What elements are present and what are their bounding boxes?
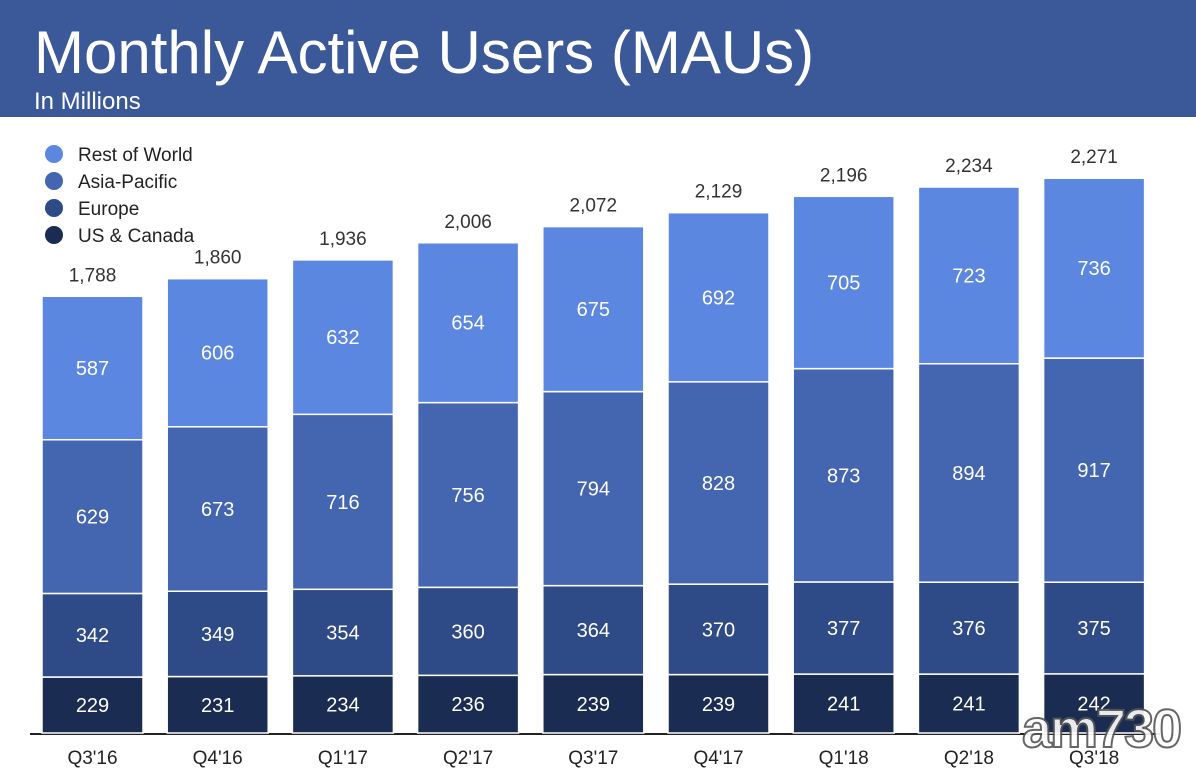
- bar-total-label: 2,271: [1070, 147, 1118, 168]
- x-tick-label: Q4'17: [693, 748, 743, 769]
- legend-label: US & Canada: [78, 226, 195, 247]
- bar-segment: [792, 673, 895, 734]
- segment-value-label: 632: [326, 327, 359, 349]
- bar-total-label: 2,234: [945, 156, 993, 177]
- legend-marker: [45, 199, 63, 217]
- segment-value-label: 241: [827, 694, 860, 716]
- bar-segment: [416, 674, 520, 734]
- segment-value-label: 675: [577, 299, 610, 321]
- watermark-text: am730: [1021, 699, 1183, 759]
- legend-label: Europe: [78, 199, 139, 220]
- bar-segment: [542, 225, 645, 393]
- bar-segment: [1042, 177, 1146, 359]
- segment-value-label: 828: [702, 473, 735, 495]
- segment-value-label: 239: [702, 694, 735, 716]
- bar-segment: [917, 362, 1021, 583]
- legend-label: Asia-Pacific: [78, 172, 177, 193]
- header-banner: Monthly Active Users (MAUs) In Millions: [0, 0, 1196, 117]
- bar-total-label: 2,129: [695, 182, 743, 203]
- bar-segment: [41, 592, 144, 678]
- bar-segment: [166, 590, 269, 678]
- segment-value-label: 242: [1077, 693, 1110, 715]
- segment-value-label: 705: [827, 272, 860, 294]
- legend-marker: [45, 145, 63, 163]
- bar-segment: [166, 675, 269, 734]
- segment-value-label: 587: [76, 358, 109, 380]
- watermark-logo: am730: [1021, 699, 1183, 759]
- page-title: Monthly Active Users (MAUs): [34, 19, 815, 86]
- segment-value-label: 794: [577, 479, 610, 501]
- segment-value-label: 736: [1077, 258, 1110, 280]
- segment-value-label: 236: [451, 694, 484, 716]
- segment-value-label: 673: [201, 499, 234, 521]
- segment-value-label: 229: [76, 695, 109, 717]
- bar-total-label: 2,196: [820, 165, 868, 186]
- segment-value-label: 375: [1077, 618, 1110, 640]
- bar-segment: [667, 211, 770, 383]
- bar-segment: [917, 581, 1021, 675]
- bar-segment: [792, 581, 895, 675]
- bar-total-label: 1,860: [194, 248, 242, 269]
- bar-segment: [291, 588, 395, 677]
- x-tick-label: Q2'17: [443, 748, 493, 769]
- segment-value-label: 654: [451, 313, 484, 335]
- segment-value-label: 239: [577, 694, 610, 716]
- segment-value-label: 723: [952, 265, 985, 287]
- bar-segment: [792, 195, 895, 370]
- bar-total-label: 1,936: [319, 229, 367, 250]
- segment-value-label: 873: [827, 465, 860, 487]
- bar-segment: [291, 413, 395, 591]
- segment-value-label: 716: [326, 492, 359, 514]
- segment-value-label: 894: [952, 463, 985, 485]
- segment-value-label: 917: [1077, 460, 1110, 482]
- bar-segment: [667, 583, 770, 676]
- x-tick-label: Q3'16: [67, 748, 117, 769]
- segment-value-label: 241: [952, 694, 985, 716]
- bar-segment: [542, 673, 645, 734]
- x-tick-label: Q3'18: [1069, 748, 1119, 769]
- x-tick-label: Q1'18: [819, 748, 869, 769]
- bar-segment: [792, 367, 895, 583]
- bar-segment: [1042, 357, 1146, 583]
- segment-value-label: 342: [76, 625, 109, 647]
- bar-total-label: 2,072: [570, 196, 618, 217]
- segment-value-label: 349: [201, 624, 234, 646]
- segment-value-label: 606: [201, 343, 234, 365]
- x-tick-label: Q2'18: [944, 748, 994, 769]
- bar-segment: [166, 277, 269, 428]
- legend-marker: [45, 172, 63, 190]
- legend-marker: [45, 226, 63, 244]
- bar-total-label: 1,788: [69, 265, 117, 286]
- bar-segment: [291, 259, 395, 416]
- bar-total-label: 2,006: [444, 212, 492, 233]
- segment-value-label: 692: [702, 287, 735, 309]
- bar-segment: [917, 673, 1021, 734]
- x-tick-label: Q1'17: [318, 748, 368, 769]
- bar-segment: [41, 438, 144, 595]
- segment-value-label: 370: [702, 619, 735, 641]
- segment-value-label: 377: [827, 618, 860, 640]
- legend-label: Rest of World: [78, 145, 193, 166]
- segment-value-label: 360: [451, 621, 484, 643]
- bar-segment: [291, 675, 395, 734]
- bar-segment: [917, 186, 1021, 365]
- segment-value-label: 364: [577, 620, 610, 642]
- bar-segment: [166, 426, 269, 593]
- x-tick-label: Q4'16: [193, 748, 243, 769]
- segment-value-label: 354: [326, 623, 359, 645]
- segment-value-label: 376: [952, 618, 985, 640]
- page-subtitle: In Millions: [34, 88, 141, 115]
- segment-value-label: 234: [326, 694, 359, 716]
- bar-segment: [41, 295, 144, 441]
- x-tick-label: Q3'17: [568, 748, 618, 769]
- bar-segment: [416, 242, 520, 404]
- segment-value-label: 231: [201, 695, 234, 717]
- segment-value-label: 756: [451, 485, 484, 507]
- bar-segment: [667, 381, 770, 585]
- segment-value-label: 629: [76, 507, 109, 529]
